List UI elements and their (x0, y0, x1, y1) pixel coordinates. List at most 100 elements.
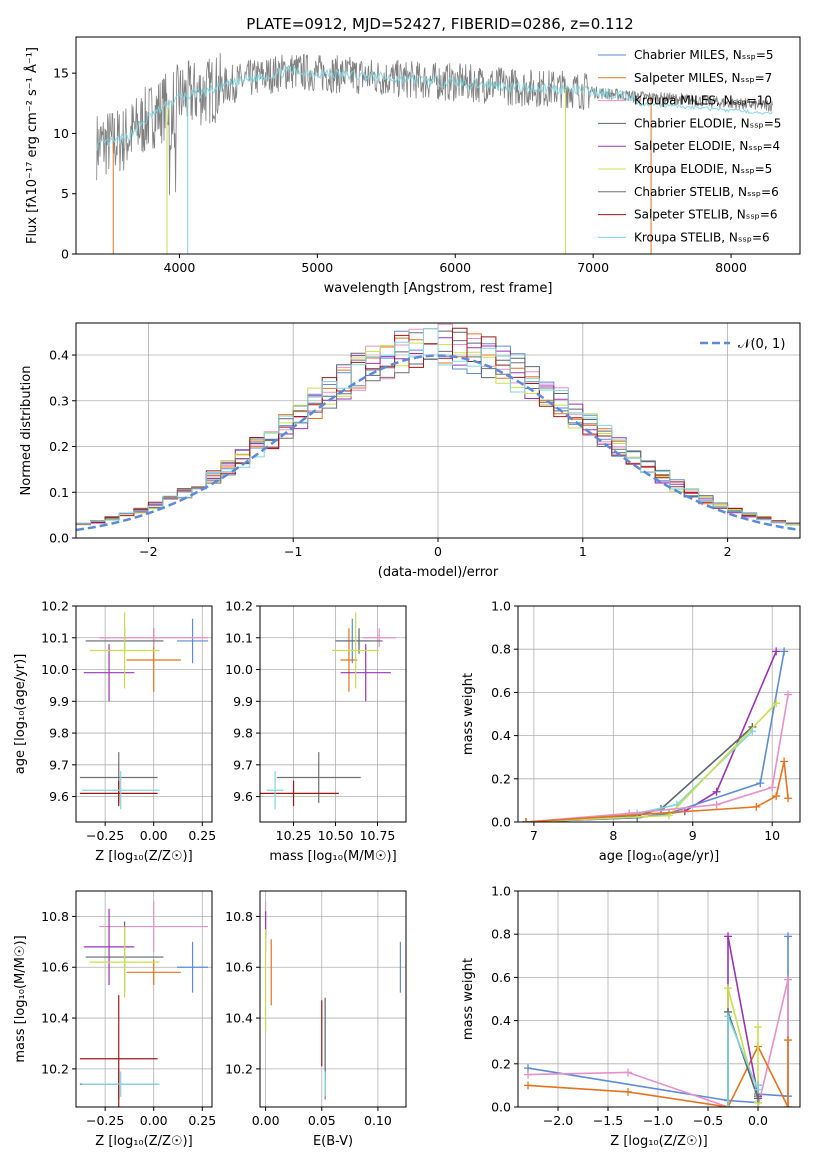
y-tick-label: 1.0 (491, 599, 511, 614)
x-tick-label: 0.00 (140, 1113, 168, 1128)
x-axis-label: age [log₁₀(age/yr)] (599, 849, 720, 864)
axes-frame (259, 605, 407, 823)
point-marker (784, 794, 793, 803)
y-tick-label: 10.2 (41, 1061, 69, 1076)
x-tick-label: 0.25 (188, 828, 216, 843)
y-tick-label: 9.8 (233, 726, 253, 741)
point-marker (624, 1087, 632, 1096)
plot-area (79, 901, 209, 1107)
point-marker (712, 800, 721, 809)
x-axis-label: Z [log₁₀(Z/Z☉)] (95, 1134, 192, 1149)
series-line (525, 730, 753, 822)
y-tick-label: 9.9 (233, 694, 253, 709)
axes-frame (75, 36, 801, 255)
point-marker (772, 647, 781, 656)
y-tick-label: 0.2 (491, 1056, 511, 1071)
y-axis-label: Flux [fλ10⁻¹⁷ erg cm⁻² s⁻¹ Å⁻¹] (24, 47, 40, 244)
axes-frame (259, 890, 407, 1108)
y-axis-label: age [log₁₀(age/yr)] (13, 654, 28, 775)
x-tick-label: −0.5 (693, 1113, 723, 1128)
series-line (727, 1015, 759, 1107)
y-tick-label: 10.2 (225, 1061, 253, 1076)
y-tick-label: 10 (53, 126, 69, 141)
series-line (527, 979, 789, 1107)
point-marker (754, 1081, 762, 1090)
y-tick-label: 0.4 (491, 728, 511, 743)
y-tick-label: 10.6 (225, 960, 253, 975)
x-axis-label: Z [log₁₀(Z/Z☉)] (95, 849, 192, 864)
y-axis-label: mass [log₁₀(M/M☉)] (13, 935, 28, 1062)
point-marker (754, 1094, 762, 1103)
y-tick-label: 10.1 (225, 630, 253, 645)
y-axis-label: mass weight (461, 673, 476, 755)
x-tick-label: 6000 (439, 260, 471, 275)
x-tick-label: −1.0 (643, 1113, 673, 1128)
legend-entry: Salpeter STELIB, Nₛₛₚ=6 (634, 208, 778, 222)
x-axis-label: mass [log₁₀(M/M☉)] (269, 849, 396, 864)
y-tick-label: 9.7 (233, 757, 253, 772)
x-axis-label: (data-model)/error (378, 565, 499, 580)
plot-area (96, 53, 773, 254)
x-axis-label: Z [log₁₀(Z/Z☉)] (610, 1134, 707, 1149)
point-marker (784, 1103, 792, 1107)
point-marker (780, 647, 789, 656)
y-tick-label: 0.0 (491, 1100, 511, 1115)
y-tick-label: 10.1 (41, 630, 69, 645)
point-marker (780, 757, 789, 766)
axes-frame (517, 890, 801, 1108)
y-tick-label: 0.4 (49, 348, 69, 363)
plot-area (521, 647, 793, 822)
x-tick-label: 10.50 (318, 828, 354, 843)
x-tick-label: 7000 (577, 260, 609, 275)
x-tick-label: 0.10 (364, 1113, 392, 1128)
point-marker (724, 984, 732, 993)
legend-entry: Salpeter MILES, Nₛₛₚ=7 (634, 71, 772, 85)
y-tick-label: 10.0 (41, 662, 69, 677)
y-tick-label: 1.0 (491, 884, 511, 899)
x-tick-label: 9 (689, 828, 697, 843)
y-tick-label: 0.4 (491, 1013, 511, 1028)
x-tick-label: 10.75 (360, 828, 396, 843)
point-marker (724, 1012, 732, 1021)
y-tick-label: 9.7 (49, 757, 69, 772)
x-tick-label: 0.00 (140, 828, 168, 843)
y-tick-label: 9.8 (49, 726, 69, 741)
x-tick-label: 0.0 (748, 1113, 768, 1128)
point-marker (624, 1068, 632, 1077)
series-line (727, 936, 759, 1107)
x-tick-label: −1 (284, 544, 302, 559)
y-tick-label: 0.6 (491, 970, 511, 985)
legend-entry: Kroupa ELODIE, Nₛₛₚ=5 (634, 162, 772, 176)
y-tick-label: 9.6 (233, 789, 253, 804)
plot-area (265, 901, 401, 1100)
y-tick-label: 9.9 (49, 694, 69, 709)
y-tick-label: 10.2 (225, 599, 253, 614)
point-marker (524, 1081, 532, 1090)
x-tick-label: 10 (764, 828, 780, 843)
observed-spectrum-line (96, 53, 773, 196)
point-marker (772, 699, 781, 708)
age-vs-mass-panel: 10.25 10.50 10.75 9.6 9.7 9.8 9.9 10.0 10.1 10.2 m… (225, 599, 407, 864)
y-tick-label: 0.8 (491, 927, 511, 942)
y-axis-label: Normed distribution (19, 366, 34, 496)
point-marker (752, 802, 761, 811)
y-tick-label: 10.4 (41, 1011, 69, 1026)
x-tick-label: 8000 (715, 260, 747, 275)
point-marker (524, 1070, 532, 1079)
plot-area (260, 612, 396, 810)
point-marker (521, 818, 530, 822)
y-tick-label: 0.0 (49, 531, 69, 546)
point-marker (754, 1023, 762, 1032)
y-tick-label: 10.6 (41, 960, 69, 975)
y-tick-label: 15 (53, 66, 69, 81)
point-marker (756, 779, 765, 788)
mass-weight-vs-metallicity-panel: −2.0 −1.5 −1.0 −0.5 0.0 0.0 0.2 0.4 0.6 0.8 1.0 Z [… (461, 884, 801, 1149)
figure-title: PLATE=0912, MJD=52427, FIBERID=0286, z=0… (246, 15, 633, 33)
plot-area (76, 323, 800, 532)
y-tick-label: 10.8 (225, 909, 253, 924)
mass-vs-ebv-panel: 0.00 0.05 0.10 10.2 10.4 10.6 10.8 E(B-V) (225, 890, 407, 1149)
y-tick-label: 10.4 (225, 1011, 253, 1026)
y-tick-label: 0.1 (49, 485, 69, 500)
age-vs-metallicity-panel: −0.25 0.00 0.25 9.6 9.7 9.8 9.9 10.0 10.1 10.2 Z [… (13, 599, 216, 865)
